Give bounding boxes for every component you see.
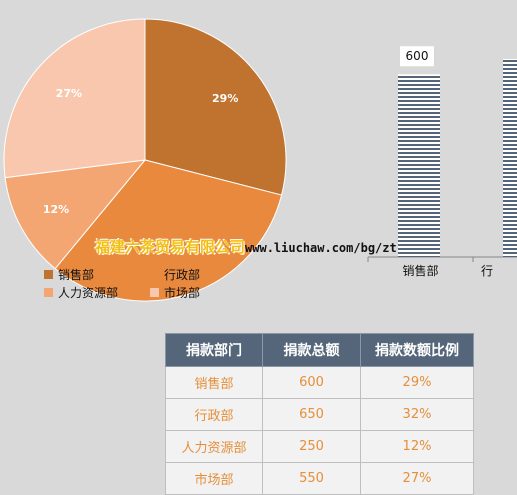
legend-label: 销售部: [58, 268, 95, 282]
watermark: 福建六茶贸易有限公司www.liuchaw.com/bg/zt: [95, 236, 397, 257]
bar-data-label: 600: [406, 49, 429, 63]
header-department: 捐款部门: [165, 333, 263, 367]
legend-item-hr: 人力资源部: [44, 284, 118, 301]
bar-category-label: 行: [481, 264, 493, 278]
legend-swatch: [44, 288, 53, 297]
legend-label: 市场部: [164, 286, 201, 300]
pie-data-label: 27%: [56, 87, 82, 100]
cell-department: 行政部: [165, 398, 263, 431]
cell-department: 市场部: [165, 462, 263, 495]
table-row: 人力资源部 250 12%: [165, 430, 474, 463]
cell-total: 600: [262, 366, 361, 399]
legend-label: 行政部: [164, 268, 201, 282]
legend-item-admin: 行政部: [150, 266, 200, 283]
legend-swatch: [44, 270, 53, 279]
header-total: 捐款总额: [262, 333, 361, 367]
pie-slice: [3, 18, 146, 179]
cell-ratio: 29%: [360, 366, 474, 399]
pie-chart: 29% 12% 27%: [3, 18, 287, 302]
legend-label: 人力资源部: [58, 286, 119, 300]
legend-item-market: 市场部: [150, 284, 200, 301]
bar-chart: 600 销售部 行: [367, 46, 517, 278]
watermark-company: 福建六茶贸易有限公司: [95, 238, 246, 256]
pie-data-label: 12%: [43, 203, 69, 216]
table-header-row: 捐款部门 捐款总额 捐款数额比例: [165, 333, 474, 367]
bar: [398, 74, 440, 257]
bar-data-label-box: [400, 46, 434, 67]
bar-category-label: 销售部: [402, 263, 438, 278]
legend-item-sales: 销售部: [44, 266, 94, 283]
cell-ratio: 27%: [360, 462, 474, 495]
pie-slice: [54, 159, 283, 302]
cell-ratio: 12%: [360, 430, 474, 463]
bar: [503, 59, 517, 257]
cell-ratio: 32%: [360, 398, 474, 431]
table-row: 销售部 600 29%: [165, 366, 474, 399]
cell-department: 人力资源部: [165, 430, 263, 463]
cell-total: 550: [262, 462, 361, 495]
watermark-url: www.liuchaw.com/bg/zt: [245, 241, 397, 255]
cell-total: 650: [262, 398, 361, 431]
cell-total: 250: [262, 430, 361, 463]
pie-slice: [4, 159, 147, 270]
cell-department: 销售部: [165, 366, 263, 399]
pie-slice: [144, 18, 287, 196]
legend-swatch: [150, 270, 159, 279]
table-row: 行政部 650 32%: [165, 398, 474, 431]
legend-swatch: [150, 288, 159, 297]
table-row: 市场部 550 27%: [165, 462, 474, 495]
pie-data-label: 29%: [212, 92, 238, 105]
donation-table: 捐款部门 捐款总额 捐款数额比例 销售部 600 29% 行政部 650 32%…: [165, 333, 474, 495]
header-ratio: 捐款数额比例: [360, 333, 474, 367]
